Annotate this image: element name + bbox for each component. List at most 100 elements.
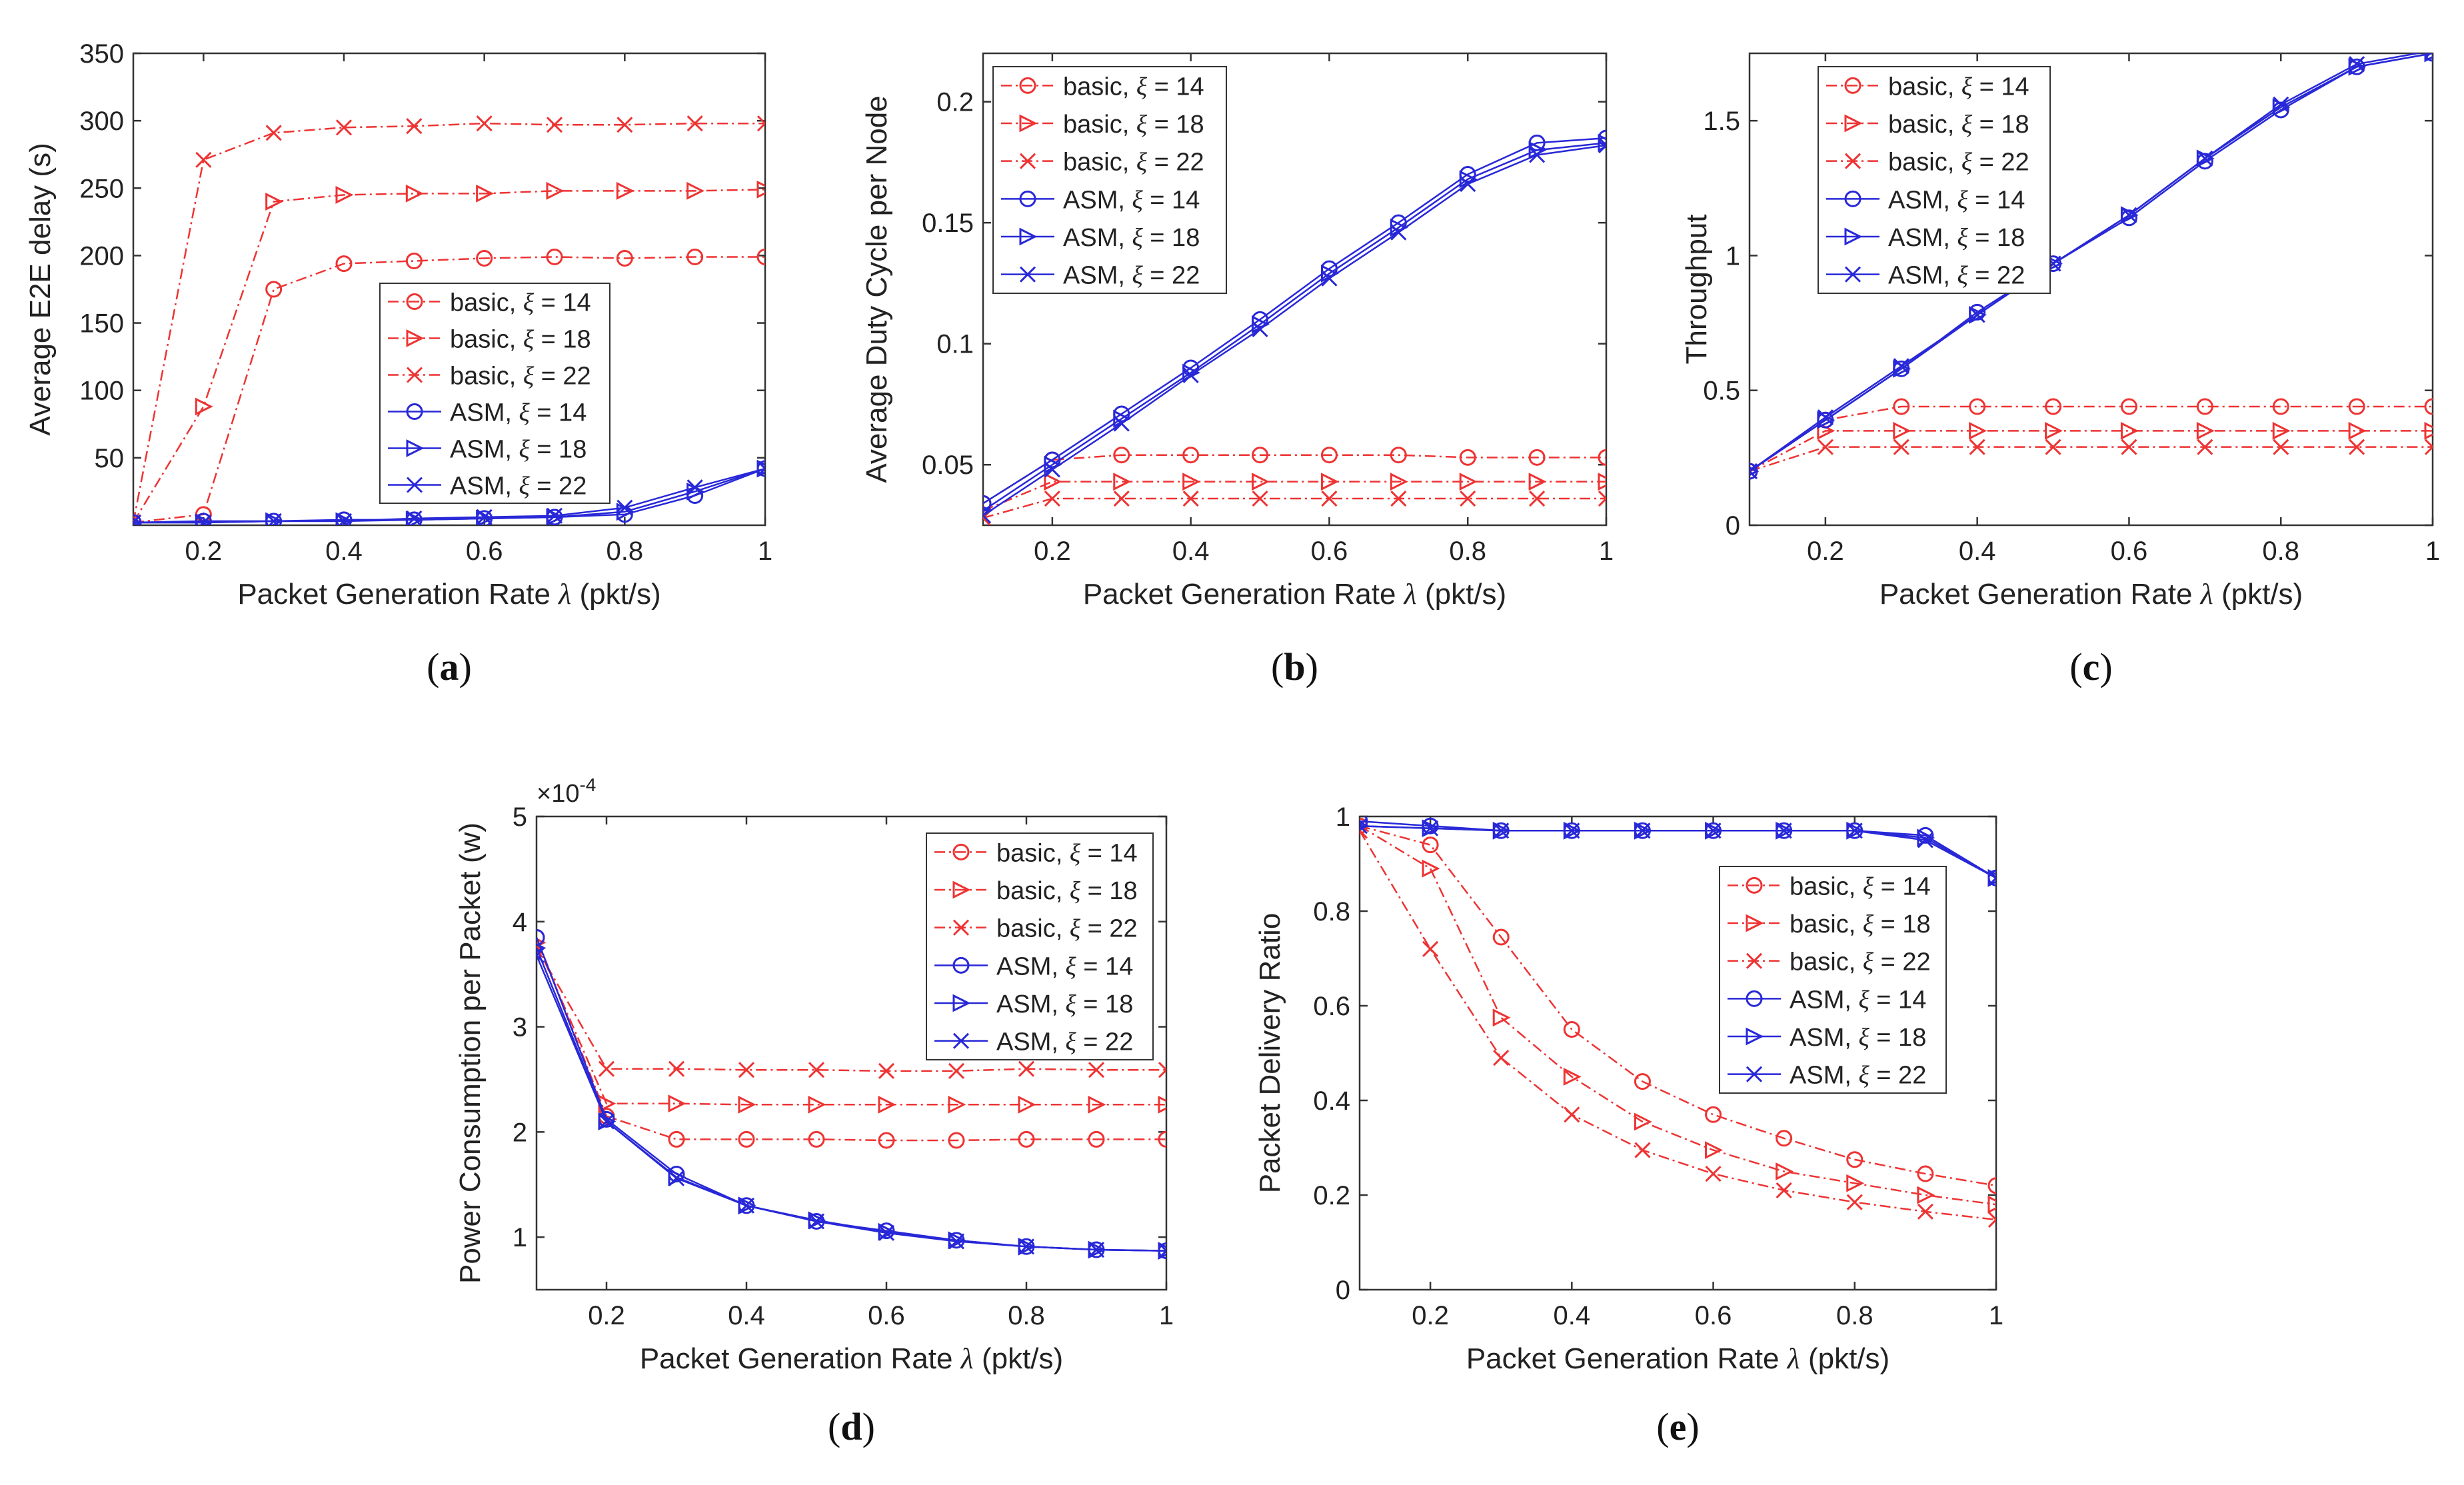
y-tick-label: 350 [79,39,124,69]
data-point [2121,439,2137,455]
data-point [1564,822,1580,839]
data-point [1044,491,1060,507]
data-point [1987,1177,1996,1194]
legend: basic, ξ = 14 basic, ξ = 18 basic, ξ = 22 A… [992,66,1227,294]
data-point [1158,1095,1166,1114]
data-point [405,511,424,525]
data-point [948,1095,966,1114]
data-point [948,1132,965,1149]
data-point [2045,398,2062,415]
legend-label: ASM, ξ = 22 [450,473,587,501]
legend: basic, ξ = 14 basic, ξ = 18 basic, ξ = 22 A… [1818,66,2051,294]
data-point [2424,439,2433,455]
data-point [1252,473,1270,491]
legend-label: basic, ξ = 18 [996,877,1138,905]
data-point [1360,818,1368,834]
legend-marker [1019,227,1038,246]
data-point [476,184,495,203]
series-line-6 [133,467,765,524]
legend-box [1818,66,2051,294]
data-point [335,513,353,525]
legend-marker [406,367,423,383]
legend-marker [1746,952,1763,969]
x-axis-label: Packet Generation Rate λ (pkt/s) [1083,578,1506,611]
x-tick-label: 0.6 [1695,1301,1732,1330]
x-tick-label: 0.6 [466,537,503,566]
data-point [1846,1194,1863,1210]
data-point [1088,1130,1105,1148]
data-point [1893,398,1910,415]
data-point [1917,1186,1935,1204]
legend-label: ASM, ξ = 14 [450,399,587,427]
legend-marker [1844,114,1863,133]
data-point [1750,463,1758,480]
legend-label: basic, ξ = 22 [1063,149,1204,177]
legend-marker [1844,227,1863,246]
data-point [1563,1068,1582,1086]
data-point [1158,1242,1166,1259]
data-point [1598,137,1606,154]
data-point [335,119,353,136]
legend-label: ASM, ξ = 14 [996,952,1133,980]
data-point [2196,421,2215,440]
data-point [668,1094,686,1113]
data-point [1893,421,1911,440]
y-axis-label: Power Consumption per Packet (w) [454,822,487,1284]
y-tick-label: 0.5 [1703,377,1740,406]
series-line-6 [1750,53,2423,473]
data-point [406,118,423,135]
data-point [406,510,423,525]
x-tick-label: 0.2 [1412,1301,1449,1330]
data-point [1917,832,1933,848]
data-point [1776,822,1792,839]
data-point [1321,491,1338,507]
legend-label: ASM, ξ = 22 [1063,262,1200,290]
y-axis-label: Packet Delivery Ratio [1254,913,1286,1194]
data-point [1459,473,1478,491]
data-point [195,514,212,525]
data-point [1390,491,1407,507]
data-point [1113,447,1130,464]
data-point [1422,820,1439,836]
data-point [1846,822,1863,839]
legend-marker [952,880,971,899]
data-point [878,1062,895,1079]
data-point [738,1095,756,1114]
data-point [1018,1238,1035,1255]
data-point [546,507,563,524]
y-axis-label: Throughput [1680,214,1713,364]
data-point [756,459,765,478]
plot-area [983,129,1606,525]
x-tick-label: 0.8 [1836,1301,1873,1330]
legend-label: basic, ξ = 22 [996,915,1138,943]
legend-marker [952,994,971,1012]
data-point [1634,1142,1651,1158]
x-tick-label: 0.4 [728,1301,765,1330]
data-point [738,1196,756,1215]
x-tick-label: 0.4 [1172,537,1210,566]
data-point [1018,1060,1035,1077]
data-point [756,180,765,199]
data-point [1113,473,1132,491]
data-point [756,115,765,132]
legend-marker [406,439,425,457]
legend-marker [1746,1027,1764,1046]
legend-marker [1746,914,1764,932]
legend-marker [952,956,970,974]
data-point [686,479,703,496]
x-axis-label: Packet Generation Rate λ (pkt/s) [1466,1342,1889,1375]
data-point [2196,398,2213,415]
legend-label: basic, ξ = 22 [1888,149,2029,177]
data-point [1088,1241,1105,1258]
y-tick-label: 0.6 [1313,992,1350,1021]
data-point [686,181,705,200]
data-point [1893,358,1909,375]
y-tick-label: 0.2 [936,88,974,117]
data-point [2273,439,2289,455]
data-point [1018,1130,1035,1148]
data-point [2348,398,2365,415]
data-point [1158,1062,1166,1078]
legend-marker [1019,190,1036,207]
data-point [1113,491,1130,507]
legend-marker [1844,153,1861,169]
